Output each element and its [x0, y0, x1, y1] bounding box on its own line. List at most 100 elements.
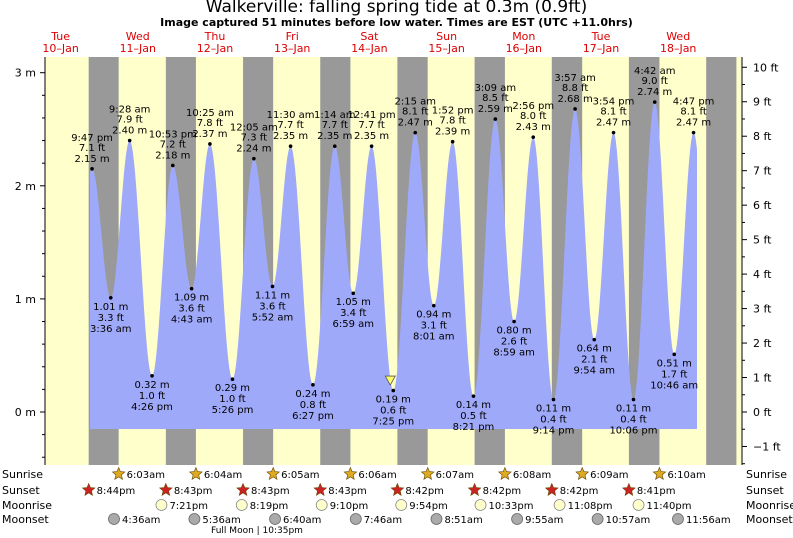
- high-tide-point: [413, 130, 418, 135]
- low-tide-feet: 1.7 ft: [661, 369, 687, 380]
- low-tide-feet: 3.3 ft: [98, 313, 124, 324]
- sunset-time: 8:41pm: [637, 486, 676, 497]
- right-tick-label: 1 ft: [753, 372, 772, 385]
- left-tick-label: 1 m: [15, 293, 36, 306]
- moonset-row-label-left: Moonset: [2, 513, 49, 526]
- day-name-label: Tue: [50, 30, 70, 43]
- sunrise-time: 6:04am: [204, 470, 242, 481]
- day-date-label: 18–Jan: [660, 42, 696, 55]
- high-tide-point: [332, 144, 337, 149]
- moonset-icon: [349, 513, 362, 525]
- moonrise-row-label-left: Moonrise: [2, 499, 52, 512]
- day-name-label: Fri: [286, 30, 299, 43]
- sunrise-icon: [266, 466, 281, 480]
- low-tide-point: [631, 397, 636, 402]
- high-tide-point: [127, 138, 132, 143]
- high-tide-feet: 8.1 ft: [600, 107, 626, 118]
- moonrise-time: 9:10pm: [330, 501, 369, 512]
- moonrise-icon: [155, 499, 168, 511]
- high-tide-time: 10:53 pm: [149, 129, 197, 140]
- low-tide-metres: 1.11 m: [255, 290, 290, 301]
- high-tide-feet: 7.1 ft: [79, 143, 105, 154]
- high-tide-metres: 2.40 m: [112, 126, 147, 137]
- low-tide-metres: 0.11 m: [536, 404, 571, 415]
- low-tide-feet: 3.1 ft: [421, 321, 447, 332]
- high-tide-point: [288, 144, 293, 149]
- high-tide-feet: 7.7 ft: [358, 120, 384, 131]
- left-tick-label: 2 m: [15, 180, 36, 193]
- low-tide-point: [431, 303, 436, 308]
- low-tide-time: 9:54 am: [573, 366, 615, 377]
- high-tide-point: [493, 117, 498, 121]
- right-tick-label: 5 ft: [753, 234, 772, 247]
- high-tide-feet: 8.5 ft: [482, 93, 508, 104]
- day-date-label: 11–Jan: [120, 42, 156, 55]
- low-tide-time: 5:52 am: [252, 312, 294, 323]
- moonset-time: 5:36am: [202, 515, 240, 526]
- moonset-row-label-right: Moonset: [746, 513, 793, 526]
- high-tide-metres: 2.68 m: [558, 94, 593, 105]
- high-tide-point: [170, 163, 175, 168]
- low-tide-point: [592, 337, 597, 342]
- sunset-time: 8:42pm: [560, 486, 599, 497]
- high-tide-point: [531, 135, 536, 139]
- sunrise-time: 6:05am: [281, 470, 319, 481]
- sunset-icon: [390, 482, 405, 496]
- high-tide-feet: 7.3 ft: [241, 133, 267, 144]
- low-tide-point: [108, 295, 113, 300]
- sunrise-icon: [188, 466, 203, 480]
- moonrise-icon: [553, 499, 566, 511]
- right-tick-label: 2 ft: [753, 337, 772, 350]
- high-tide-time: 4:47 pm: [673, 97, 715, 108]
- high-tide-point: [369, 144, 374, 149]
- low-tide-metres: 0.11 m: [616, 404, 651, 415]
- moonset-time: 10:57am: [606, 515, 651, 526]
- sunrise-icon: [497, 466, 512, 480]
- day-date-label: 17–Jan: [583, 42, 619, 55]
- high-tide-point: [252, 156, 256, 161]
- sunset-time: 8:42pm: [483, 486, 522, 497]
- low-tide-feet: 2.1 ft: [581, 355, 607, 366]
- low-tide-feet: 2.6 ft: [501, 337, 527, 348]
- right-tick-label: 9 ft: [753, 96, 772, 109]
- right-tick-label: −1 ft: [753, 440, 781, 453]
- high-tide-feet: 8.1 ft: [402, 107, 428, 118]
- high-tide-time: 4:42 am: [634, 66, 676, 77]
- low-tide-feet: 1.0 ft: [139, 391, 165, 402]
- sunset-row-label-right: Sunset: [746, 484, 784, 497]
- sunset-icon: [236, 482, 250, 496]
- moonset-time: 6:40am: [283, 515, 321, 526]
- low-tide-metres: 0.94 m: [416, 310, 451, 321]
- chart-title: Walkerville: falling spring tide at 0.3m…: [205, 0, 588, 17]
- low-tide-time: 8:21 pm: [453, 422, 495, 433]
- high-tide-metres: 2.24 m: [236, 144, 271, 155]
- sunrise-time: 6:06am: [358, 470, 396, 481]
- right-tick-label: 10 ft: [753, 61, 779, 74]
- low-tide-point: [150, 374, 154, 378]
- high-tide-metres: 2.39 m: [435, 127, 470, 138]
- high-tide-feet: 7.8 ft: [197, 118, 223, 129]
- high-tide-feet: 9.0 ft: [642, 76, 668, 87]
- moonrise-icon: [474, 499, 487, 511]
- high-tide-feet: 7.7 ft: [277, 120, 303, 131]
- tide-area: [90, 102, 697, 429]
- low-tide-metres: 0.51 m: [657, 358, 692, 369]
- moonset-icon: [188, 513, 201, 525]
- high-tide-time: 9:28 am: [109, 105, 151, 116]
- sunset-icon: [81, 482, 96, 496]
- moonrise-time: 7:21pm: [169, 501, 208, 512]
- low-tide-point: [230, 377, 235, 382]
- low-tide-time: 4:43 am: [171, 315, 213, 326]
- sunrise-time: 6:08am: [513, 470, 551, 481]
- day-date-label: 15–Jan: [428, 42, 464, 55]
- low-tide-time: 8:01 am: [413, 332, 455, 343]
- right-tick-label: 3 ft: [753, 303, 772, 316]
- sunset-icon: [467, 482, 482, 496]
- day-date-label: 13–Jan: [274, 42, 310, 55]
- moonset-time: 4:36am: [122, 515, 160, 526]
- moonrise-icon: [395, 499, 408, 511]
- low-tide-point: [270, 284, 275, 289]
- high-tide-feet: 8.1 ft: [680, 107, 706, 118]
- low-tide-point: [471, 394, 476, 398]
- right-tick-label: 0 ft: [753, 406, 772, 419]
